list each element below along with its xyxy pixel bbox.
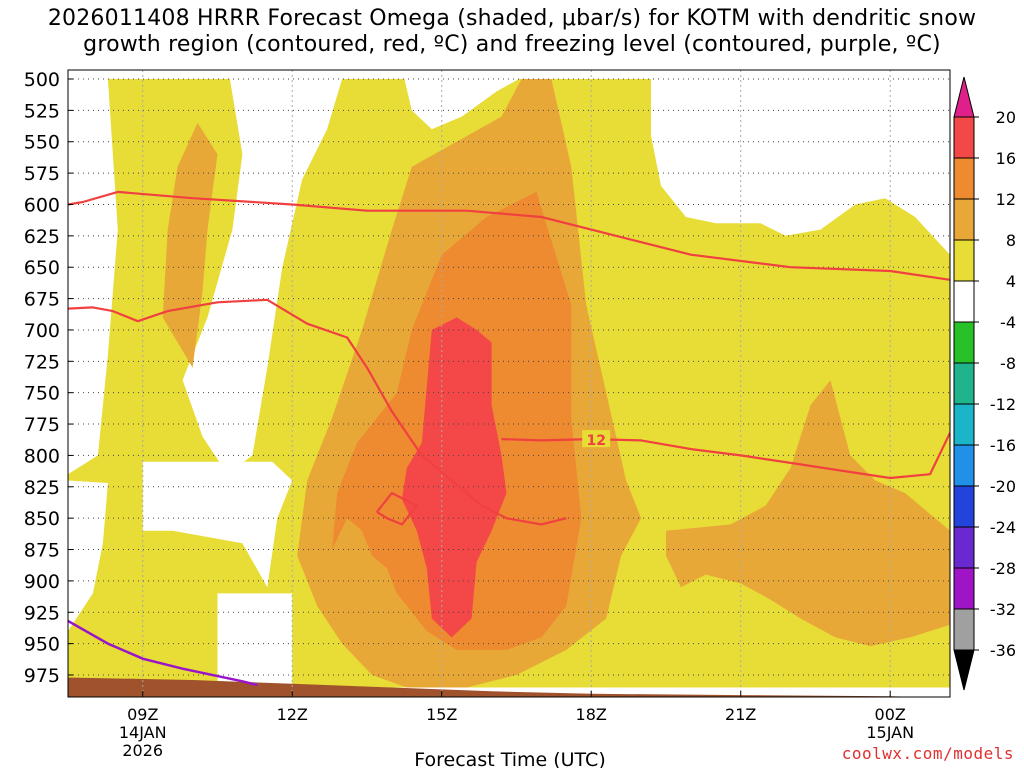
y-tick-label: 950: [24, 634, 60, 656]
x-tick-label: 09Z: [127, 705, 158, 724]
x-tick-label: 12Z: [277, 705, 308, 724]
y-tick-label: 525: [24, 100, 60, 122]
colorbar-segment: [953, 444, 975, 487]
y-tick-label: 750: [24, 383, 60, 405]
colorbar-top-triangle: [953, 76, 975, 118]
colorbar-label: -24: [990, 518, 1016, 537]
title-line-1: 2026011408 HRRR Forecast Omega (shaded, …: [47, 6, 977, 31]
colorbar-label: -28: [990, 559, 1016, 578]
colorbar-label: -16: [990, 436, 1016, 455]
x-tick-date: 15JAN: [866, 723, 914, 742]
y-tick-label: 850: [24, 508, 60, 530]
axes: 500 525 550 575 600 625 650 675 700 725 750 775 800 8…: [24, 69, 914, 760]
colorbar-segment: [953, 321, 975, 364]
omega-region-7: [217, 593, 293, 688]
y-tick-label: 575: [24, 163, 60, 185]
colorbar-segment: [953, 608, 975, 651]
x-tick-label: 15Z: [426, 705, 457, 724]
omega-region-2: [182, 79, 343, 475]
y-tick-label: 900: [24, 571, 60, 593]
colorbar-bottom-triangle: [953, 649, 975, 691]
x-tick-label: 00Z: [875, 705, 906, 724]
omega-region-3: [404, 79, 519, 130]
y-tick-label: 725: [24, 351, 60, 373]
colorbar-label: -36: [990, 641, 1016, 660]
colorbar-segment: [953, 567, 975, 610]
omega-region-4: [651, 79, 950, 255]
contour-lines: 12: [68, 190, 950, 687]
contour-label: 12: [586, 433, 605, 449]
x-tick-year: 2026: [122, 741, 163, 760]
y-tick-label: 975: [24, 665, 60, 687]
omega-region-1: [68, 79, 118, 475]
omega-region-9: [162, 122, 218, 368]
y-tick-label: 700: [24, 320, 60, 342]
colorbar-label: -20: [990, 477, 1016, 496]
dendritic-contour-0: [68, 190, 950, 281]
colorbar-segment: [953, 157, 975, 200]
y-tick-label: 625: [24, 226, 60, 248]
freezing-level-contour: [68, 619, 258, 687]
plot-frame: [67, 69, 951, 698]
colorbar-label: -12: [990, 395, 1016, 414]
colorbar-label: -4: [1000, 313, 1016, 332]
omega-region-12: [401, 317, 507, 638]
x-tick-date: 14JAN: [119, 723, 167, 742]
y-tick-label: 600: [24, 194, 60, 216]
colorbar-segment: [953, 116, 975, 159]
colorbar-label: 8: [1006, 231, 1016, 250]
colorbar-segment: [953, 526, 975, 569]
dendritic-contour-1: [68, 298, 567, 526]
chart-title: 2026011408 HRRR Forecast Omega (shaded, …: [0, 6, 1024, 58]
colorbar-segment: [953, 485, 975, 528]
y-tick-label: 875: [24, 540, 60, 562]
dendritic-contour-2: [376, 492, 418, 526]
colorbar-label: 16: [996, 149, 1016, 168]
y-tick-label: 500: [24, 69, 60, 91]
y-tick-label: 800: [24, 445, 60, 467]
dendritic-contour-3: [501, 432, 950, 480]
omega-region-6: [142, 461, 293, 588]
x-tick-label: 21Z: [725, 705, 756, 724]
title-line-2: growth region (contoured, red, ºC) and f…: [83, 32, 941, 57]
y-tick-label: 825: [24, 477, 60, 499]
colorbar-label: -8: [1000, 354, 1016, 373]
y-tick-label: 925: [24, 602, 60, 624]
colorbar-label: -32: [990, 600, 1016, 619]
credit-link[interactable]: coolwx.com/models: [841, 744, 1014, 763]
colorbar-segment: [953, 239, 975, 282]
contour-label-bg: [582, 430, 611, 448]
omega-region-5: [68, 480, 108, 632]
omega-region-10: [666, 380, 950, 647]
colorbar-segment: [953, 403, 975, 446]
y-tick-label: 650: [24, 257, 60, 279]
y-tick-label: 675: [24, 289, 60, 311]
colorbar-label: 20: [996, 108, 1016, 127]
colorbar: 20 16 12 8 4 -4 -8 -12 -16 -20 -24 -28 -32 -36: [953, 76, 1016, 691]
colorbar-label: 4: [1006, 272, 1016, 291]
x-axis-label: Forecast Time (UTC): [414, 749, 605, 768]
colorbar-segment: [953, 280, 975, 323]
omega-shading: [68, 79, 950, 697]
colorbar-label: 12: [996, 190, 1016, 209]
x-tick-label: 18Z: [576, 705, 607, 724]
y-tick-label: 775: [24, 414, 60, 436]
colorbar-segment: [953, 198, 975, 241]
terrain: [68, 677, 923, 697]
y-tick-label: 550: [24, 132, 60, 154]
colorbar-segment: [953, 362, 975, 405]
